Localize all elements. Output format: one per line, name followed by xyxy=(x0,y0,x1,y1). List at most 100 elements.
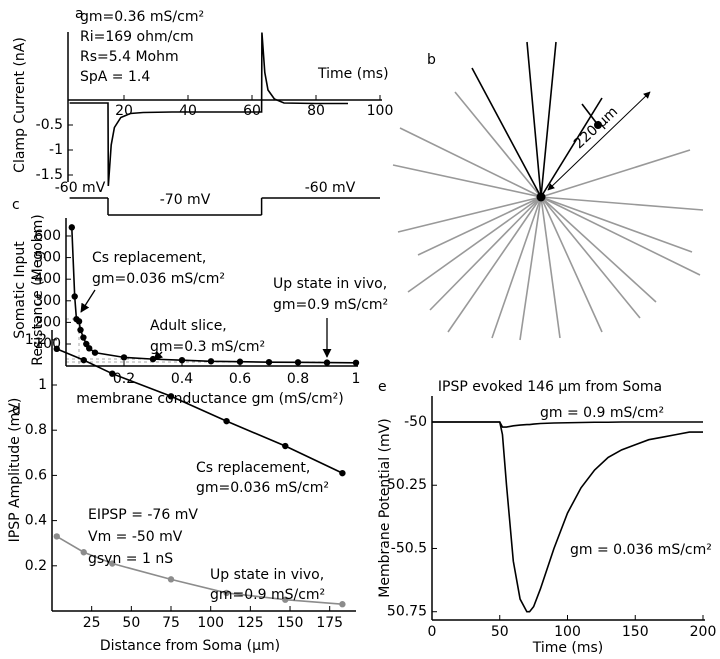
x-tick-label: 100 xyxy=(197,615,224,631)
data-point xyxy=(149,355,157,363)
series-line xyxy=(432,421,703,428)
y-axis-label: Clamp Current (nA) xyxy=(12,37,28,173)
x-tick-label: 75 xyxy=(162,615,180,631)
data-point xyxy=(323,359,331,366)
annotation: EIPSP = -76 mV xyxy=(88,507,198,523)
series-line xyxy=(432,421,703,613)
data-point xyxy=(223,417,230,425)
series-label: gm=0.9 mS/cm² xyxy=(210,587,325,603)
x-tick-label: 40 xyxy=(179,103,197,119)
y-tick-label: -50 xyxy=(404,414,427,430)
apical-dendrites xyxy=(471,41,603,198)
y-tick-label: 0.2 xyxy=(25,558,47,574)
y-tick-label: 0.8 xyxy=(25,422,47,438)
panel-label: e xyxy=(378,379,387,395)
x-tick-label: 25 xyxy=(83,615,101,631)
data-point xyxy=(339,469,346,477)
data-point xyxy=(53,345,60,353)
y-axis-label: Membrane Potential (mV) xyxy=(377,418,393,597)
data-point xyxy=(167,576,175,583)
data-point xyxy=(109,560,116,567)
data-point xyxy=(80,356,87,364)
x-tick-label: 0.4 xyxy=(171,371,193,387)
data-point xyxy=(71,293,78,300)
annotation: Ri=169 ohm/cm xyxy=(80,29,194,45)
neuron-diagram xyxy=(392,41,704,341)
data-point xyxy=(80,549,87,556)
y-tick-label: 1.2 xyxy=(25,332,47,348)
y-tick-label: 50.25 xyxy=(387,477,427,493)
x-tick-label: 150 xyxy=(277,615,304,631)
annotation: Adult slice, xyxy=(150,318,227,334)
x-tick-label: 60 xyxy=(243,103,261,119)
x-tick-label: 100 xyxy=(554,624,581,640)
data-point xyxy=(282,596,289,603)
x-tick-label: 0.8 xyxy=(287,371,309,387)
x-tick-label: 0.6 xyxy=(229,371,251,387)
x-axis-label: Distance from Soma (µm) xyxy=(100,638,280,654)
x-tick-label: 100 xyxy=(367,103,394,119)
x-axis-label: Time (ms) xyxy=(317,66,389,82)
chart-title: IPSP evoked 146 µm from Soma xyxy=(438,379,662,395)
annotation: Cs replacement, xyxy=(92,250,206,266)
data-point xyxy=(282,442,289,450)
x-tick-label: 150 xyxy=(622,624,649,640)
panel-label: a xyxy=(75,6,84,22)
data-point xyxy=(294,359,302,366)
x-tick-label: 125 xyxy=(237,615,264,631)
protocol-label: -60 mV xyxy=(305,180,356,196)
y-axis-label: Resistance (Megohm) xyxy=(30,214,46,365)
data-point xyxy=(265,358,273,366)
data-point xyxy=(80,334,87,341)
panel-label: c xyxy=(12,197,20,213)
data-point xyxy=(109,370,116,377)
y-tick-label: -0.5 xyxy=(36,117,63,133)
data-point xyxy=(223,589,230,597)
data-point xyxy=(352,359,360,366)
series-line xyxy=(56,348,343,474)
data-point xyxy=(207,358,215,365)
annotation: SpA = 1.4 xyxy=(80,69,150,85)
panel-label: d xyxy=(12,402,21,418)
y-tick-label: 200 xyxy=(34,314,61,330)
data-point xyxy=(53,533,60,540)
series-label: Cs replacement, xyxy=(196,460,310,476)
x-tick-label: 175 xyxy=(316,615,343,631)
data-point xyxy=(91,349,99,356)
y-axis-label: IPSP Amplitude (mV) xyxy=(7,398,23,543)
y-tick-label: 1 xyxy=(38,377,47,393)
y-tick-label: 500 xyxy=(34,250,61,266)
data-point xyxy=(236,358,244,365)
annotation: gm=0.9 mS/cm² xyxy=(273,297,388,313)
data-point xyxy=(77,326,84,334)
protocol-label: -60 mV xyxy=(55,180,106,196)
annotation: gm=0.036 mS/cm² xyxy=(92,271,225,287)
protocol-label: -70 mV xyxy=(160,192,211,208)
y-axis-label: Somatic Input xyxy=(12,241,28,339)
series-label: gm = 0.036 mS/cm² xyxy=(570,542,712,558)
annotation: Vm = -50 mV xyxy=(88,529,183,545)
x-tick-label: 0 xyxy=(428,624,437,640)
x-tick-label: 200 xyxy=(690,624,717,640)
soma xyxy=(536,192,546,202)
y-tick-label: -1 xyxy=(49,142,63,158)
y-tick-label: 50.75 xyxy=(387,604,427,620)
data-point xyxy=(178,356,186,364)
y-tick-label: 0.4 xyxy=(25,513,47,529)
scale-bar xyxy=(547,91,651,191)
data-point xyxy=(68,224,76,231)
panel-label: b xyxy=(427,52,436,68)
data-point xyxy=(339,601,346,608)
scale-label: 220 µm xyxy=(571,104,621,152)
series-label: gm=0.036 mS/cm² xyxy=(196,480,329,496)
x-tick-label: 80 xyxy=(307,103,325,119)
data-point xyxy=(167,393,175,400)
series-line xyxy=(69,32,348,187)
x-tick-label: 50 xyxy=(122,615,140,631)
data-point xyxy=(120,354,128,361)
y-tick-label: 300 xyxy=(34,293,61,309)
data-point xyxy=(86,345,93,352)
annotation: Up state in vivo, xyxy=(273,276,387,292)
annotation: gm=0.3 mS/cm² xyxy=(150,339,265,355)
